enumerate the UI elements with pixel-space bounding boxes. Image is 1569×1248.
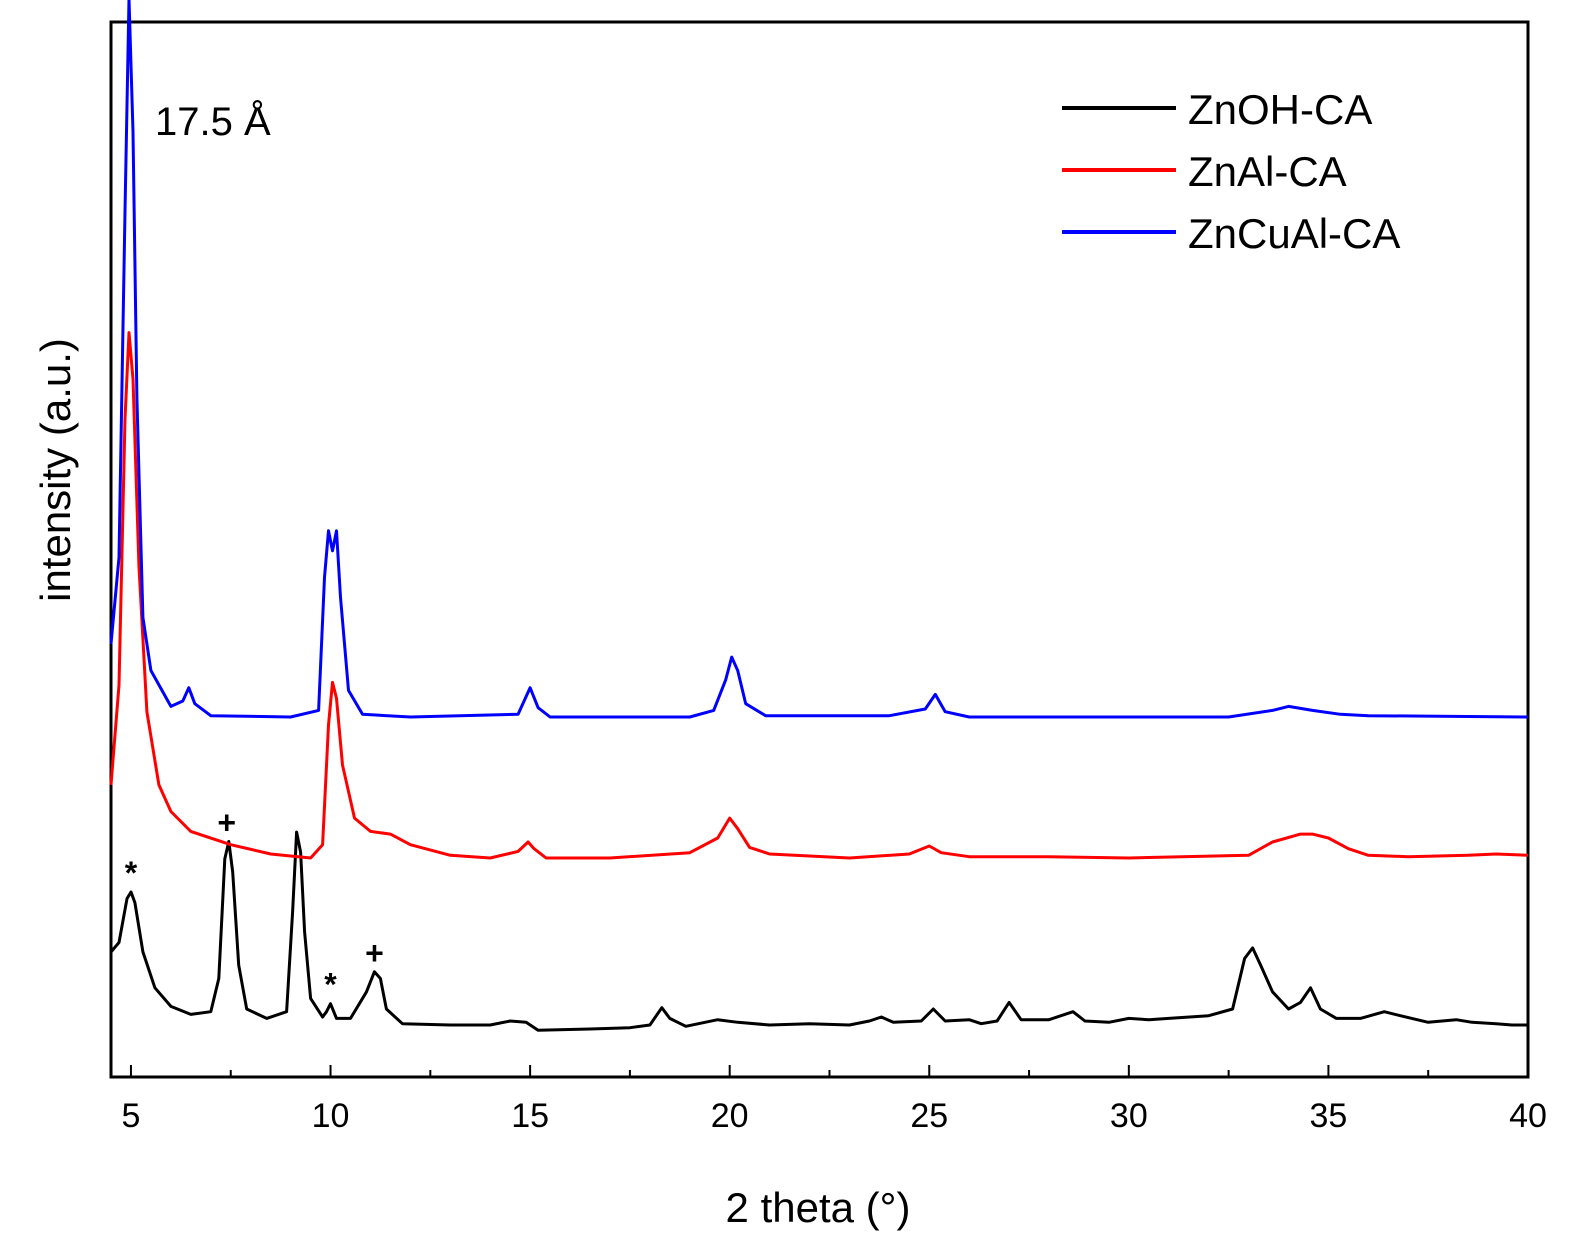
x-tick-label-5: 5 <box>121 1097 140 1135</box>
x-tick-label-10: 10 <box>312 1097 350 1135</box>
peak-marker-1: + <box>217 805 236 841</box>
legend-label-zncual: ZnCuAl-CA <box>1188 210 1400 257</box>
x-tick-label-15: 15 <box>511 1097 549 1135</box>
series-line-znoh-ca <box>109 830 1528 1032</box>
peak-marker-3: + <box>365 935 384 971</box>
series-line-znal-ca <box>109 331 1529 860</box>
legend-label-znoh: ZnOH-CA <box>1188 86 1372 133</box>
x-tick-label-30: 30 <box>1110 1097 1148 1135</box>
peak-marker-0: * <box>125 855 138 891</box>
annotation-label: 17.5 Å <box>155 99 271 144</box>
y-axis-title: intensity (a.u.) <box>32 338 79 602</box>
peak-markers: * + * + <box>125 805 384 1003</box>
peak-marker-2: * <box>324 967 337 1003</box>
x-tick-label-40: 40 <box>1509 1097 1547 1135</box>
x-tick-label-20: 20 <box>711 1097 749 1135</box>
x-tick-label-35: 35 <box>1310 1097 1348 1135</box>
legend-label-znal: ZnAl-CA <box>1188 148 1347 195</box>
x-tick-label-25: 25 <box>910 1097 948 1135</box>
x-axis-title: 2 theta (°) <box>726 1184 911 1231</box>
legend: ZnOH-CA ZnAl-CA ZnCuAl-CA <box>1062 86 1400 257</box>
x-axis: 5 10 15 20 25 30 35 40 <box>121 1065 1547 1135</box>
series-line-zncual-ca <box>109 0 1529 719</box>
series-layer <box>109 0 1529 1032</box>
plot-frame <box>109 20 1530 1079</box>
